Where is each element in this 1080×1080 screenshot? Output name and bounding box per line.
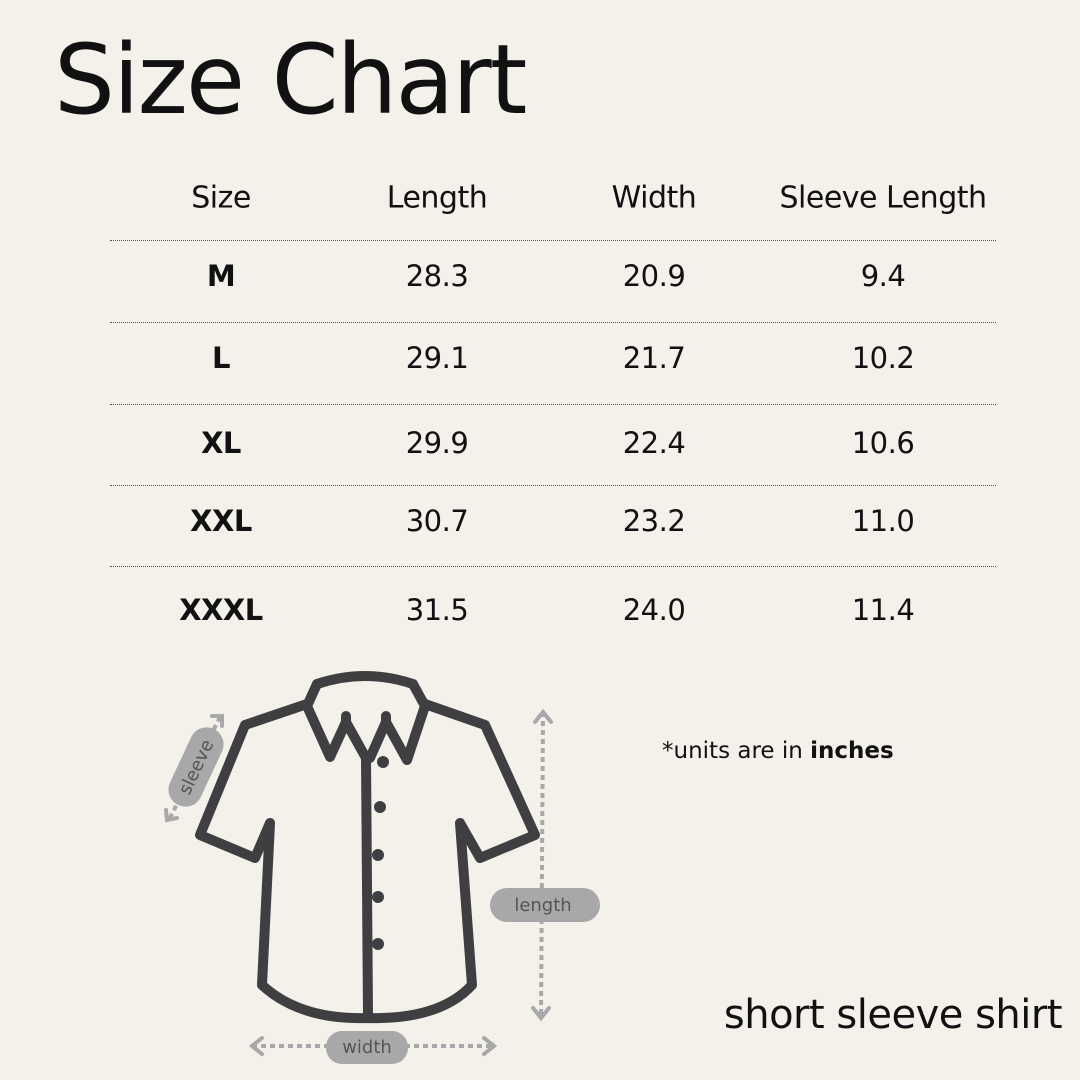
- cell-sleeve: 10.6: [851, 426, 915, 460]
- button-icons: [372, 756, 389, 950]
- arrow-head-icon: [164, 808, 179, 823]
- svg-text:length: length: [514, 895, 571, 916]
- cell-length: 29.1: [405, 341, 469, 375]
- divider: [110, 240, 996, 241]
- shirt-outline-icon: [195, 671, 540, 1024]
- arrow-head-icon: [531, 1006, 551, 1022]
- cell-width: 21.7: [622, 341, 686, 375]
- header-sleeve-length: Sleeve Length: [779, 180, 987, 216]
- divider: [110, 404, 996, 405]
- cell-size: XXXL: [179, 593, 263, 627]
- units-note-emphasis: inches: [810, 738, 894, 764]
- arrow-head-icon: [248, 1036, 264, 1056]
- cell-sleeve: 10.2: [851, 341, 915, 375]
- cell-sleeve: 11.0: [851, 504, 915, 538]
- divider: [110, 322, 996, 323]
- header-width: Width: [611, 180, 697, 216]
- header-length: Length: [386, 180, 488, 216]
- caption: short sleeve shirt: [723, 992, 1063, 1038]
- cell-width: 23.2: [622, 504, 686, 538]
- length-label: length: [490, 888, 600, 922]
- units-note-text: *units are in: [662, 738, 811, 764]
- header-size: Size: [191, 180, 251, 216]
- width-label: width: [326, 1031, 408, 1064]
- cell-length: 31.5: [405, 593, 469, 627]
- cell-sleeve: 11.4: [851, 593, 915, 627]
- divider: [110, 485, 996, 486]
- cell-width: 24.0: [622, 593, 686, 627]
- cell-size: L: [212, 341, 230, 375]
- page-title: Size Chart: [54, 24, 527, 136]
- cell-length: 30.7: [405, 504, 469, 538]
- cell-length: 29.9: [405, 426, 469, 460]
- divider: [110, 566, 996, 567]
- cell-size: M: [206, 259, 236, 293]
- svg-text:width: width: [342, 1037, 392, 1058]
- arrow-head-icon: [210, 714, 224, 728]
- cell-length: 28.3: [405, 259, 469, 293]
- cell-size: XXL: [190, 504, 252, 538]
- units-note: *units are in inches: [662, 738, 894, 764]
- arrow-head-icon: [482, 1036, 498, 1056]
- cell-width: 20.9: [622, 259, 686, 293]
- cell-sleeve: 9.4: [860, 259, 906, 293]
- cell-width: 22.4: [622, 426, 686, 460]
- arrow-head-icon: [533, 708, 553, 724]
- cell-size: XL: [201, 426, 241, 460]
